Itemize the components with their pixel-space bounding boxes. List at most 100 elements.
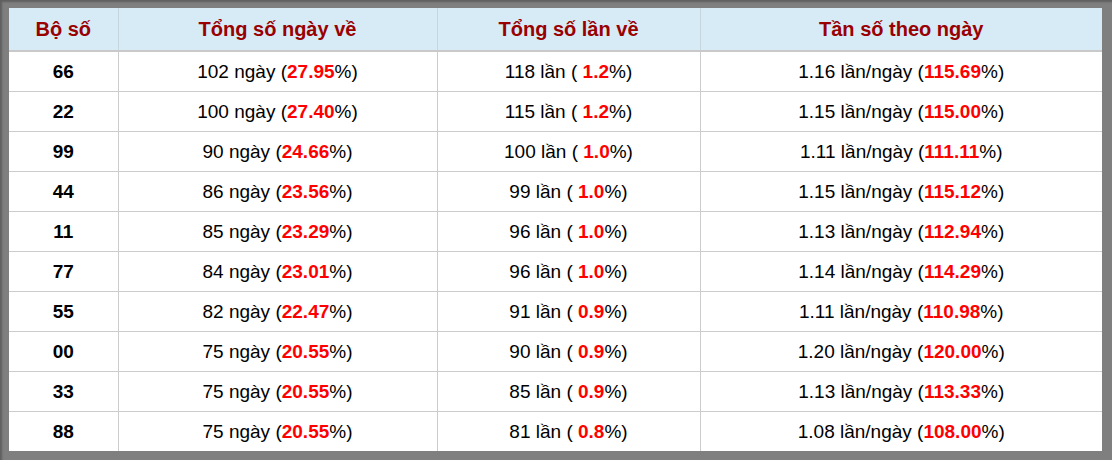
pair-number: 33 bbox=[53, 381, 74, 402]
days-percent: 27.40 bbox=[287, 101, 335, 122]
days-text: 75 ngày ( bbox=[202, 381, 281, 402]
freq-suffix: %) bbox=[982, 421, 1005, 442]
times-percent: 1.0 bbox=[578, 181, 604, 202]
lottery-stats-table: Bộ số Tổng số ngày về Tổng số lần về Tần… bbox=[9, 8, 1102, 451]
freq-suffix: %) bbox=[982, 341, 1005, 362]
pair-number: 00 bbox=[53, 341, 74, 362]
times-percent: 1.0 bbox=[583, 141, 609, 162]
total-times-cell: 91 lần ( 0.9%) bbox=[437, 292, 700, 332]
freq-percent: 120.00 bbox=[923, 341, 981, 362]
times-suffix: %) bbox=[604, 261, 627, 282]
col-header-frequency: Tần số theo ngày bbox=[700, 8, 1102, 51]
total-days-cell: 75 ngày (20.55%) bbox=[118, 332, 437, 372]
freq-text: 1.13 lần/ngày ( bbox=[798, 381, 924, 402]
times-text: 90 lần ( bbox=[509, 341, 578, 362]
frequency-cell: 1.15 lần/ngày (115.00%) bbox=[700, 92, 1102, 132]
freq-suffix: %) bbox=[979, 141, 1002, 162]
days-percent: 23.29 bbox=[282, 221, 330, 242]
total-days-cell: 85 ngày (23.29%) bbox=[118, 212, 437, 252]
days-text: 84 ngày ( bbox=[202, 261, 281, 282]
times-percent: 1.2 bbox=[583, 61, 609, 82]
freq-percent: 111.11 bbox=[924, 141, 979, 162]
times-text: 96 lần ( bbox=[509, 261, 578, 282]
total-days-cell: 86 ngày (23.56%) bbox=[118, 172, 437, 212]
times-suffix: %) bbox=[604, 381, 627, 402]
days-text: 75 ngày ( bbox=[202, 341, 281, 362]
freq-suffix: %) bbox=[980, 301, 1003, 322]
times-percent: 1.0 bbox=[578, 221, 604, 242]
days-text: 102 ngày ( bbox=[197, 61, 287, 82]
days-text: 75 ngày ( bbox=[202, 421, 281, 442]
days-percent: 23.56 bbox=[282, 181, 330, 202]
freq-suffix: %) bbox=[981, 221, 1004, 242]
days-text: 100 ngày ( bbox=[197, 101, 287, 122]
pair-number-cell: 00 bbox=[9, 332, 118, 372]
table-row: 00 75 ngày (20.55%) 90 lần ( 0.9%) 1.20 … bbox=[9, 332, 1102, 372]
total-times-cell: 96 lần ( 1.0%) bbox=[437, 212, 700, 252]
times-percent: 0.8 bbox=[578, 421, 604, 442]
freq-text: 1.15 lần/ngày ( bbox=[798, 181, 924, 202]
days-percent: 24.66 bbox=[282, 141, 330, 162]
freq-text: 1.14 lần/ngày ( bbox=[798, 261, 924, 282]
freq-suffix: %) bbox=[981, 61, 1004, 82]
table-body: 66 102 ngày (27.95%) 118 lần ( 1.2%) 1.1… bbox=[9, 51, 1102, 451]
total-times-cell: 118 lần ( 1.2%) bbox=[437, 51, 700, 92]
times-suffix: %) bbox=[604, 301, 627, 322]
days-suffix: %) bbox=[329, 421, 352, 442]
col-header-pair: Bộ số bbox=[9, 8, 118, 51]
times-text: 81 lần ( bbox=[509, 421, 578, 442]
frequency-cell: 1.11 lần/ngày (110.98%) bbox=[700, 292, 1102, 332]
frequency-cell: 1.16 lần/ngày (115.69%) bbox=[700, 51, 1102, 92]
total-times-cell: 99 lần ( 1.0%) bbox=[437, 172, 700, 212]
pair-number: 44 bbox=[53, 181, 74, 202]
freq-suffix: %) bbox=[981, 381, 1004, 402]
table-row: 66 102 ngày (27.95%) 118 lần ( 1.2%) 1.1… bbox=[9, 51, 1102, 92]
days-suffix: %) bbox=[329, 341, 352, 362]
times-text: 115 lần ( bbox=[505, 101, 583, 122]
freq-suffix: %) bbox=[981, 261, 1004, 282]
times-text: 99 lần ( bbox=[509, 181, 578, 202]
total-days-cell: 102 ngày (27.95%) bbox=[118, 51, 437, 92]
pair-number-cell: 33 bbox=[9, 372, 118, 412]
freq-percent: 110.98 bbox=[923, 301, 980, 322]
frequency-cell: 1.13 lần/ngày (112.94%) bbox=[700, 212, 1102, 252]
times-text: 85 lần ( bbox=[509, 381, 578, 402]
times-suffix: %) bbox=[604, 221, 627, 242]
col-header-total-times: Tổng số lần về bbox=[437, 8, 700, 51]
pair-number: 99 bbox=[53, 141, 74, 162]
days-percent: 20.55 bbox=[282, 341, 330, 362]
freq-suffix: %) bbox=[981, 101, 1004, 122]
frequency-cell: 1.15 lần/ngày (115.12%) bbox=[700, 172, 1102, 212]
days-percent: 22.47 bbox=[282, 301, 330, 322]
times-text: 118 lần ( bbox=[505, 61, 583, 82]
freq-text: 1.20 lần/ngày ( bbox=[798, 341, 924, 362]
days-text: 90 ngày ( bbox=[202, 141, 281, 162]
total-times-cell: 100 lần ( 1.0%) bbox=[437, 132, 700, 172]
total-times-cell: 90 lần ( 0.9%) bbox=[437, 332, 700, 372]
days-text: 85 ngày ( bbox=[202, 221, 281, 242]
pair-number-cell: 55 bbox=[9, 292, 118, 332]
total-days-cell: 75 ngày (20.55%) bbox=[118, 372, 437, 412]
times-percent: 0.9 bbox=[578, 301, 604, 322]
pair-number-cell: 99 bbox=[9, 132, 118, 172]
times-suffix: %) bbox=[604, 421, 627, 442]
times-suffix: %) bbox=[609, 101, 632, 122]
times-text: 96 lần ( bbox=[509, 221, 578, 242]
freq-text: 1.11 lần/ngày ( bbox=[799, 301, 923, 322]
total-days-cell: 82 ngày (22.47%) bbox=[118, 292, 437, 332]
days-suffix: %) bbox=[329, 381, 352, 402]
total-days-cell: 75 ngày (20.55%) bbox=[118, 412, 437, 452]
pair-number: 77 bbox=[53, 261, 74, 282]
pair-number-cell: 22 bbox=[9, 92, 118, 132]
total-days-cell: 90 ngày (24.66%) bbox=[118, 132, 437, 172]
times-percent: 0.9 bbox=[578, 381, 604, 402]
freq-percent: 108.00 bbox=[923, 421, 981, 442]
pair-number: 22 bbox=[53, 101, 74, 122]
table-row: 88 75 ngày (20.55%) 81 lần ( 0.8%) 1.08 … bbox=[9, 412, 1102, 452]
times-suffix: %) bbox=[604, 181, 627, 202]
days-text: 86 ngày ( bbox=[202, 181, 281, 202]
total-times-cell: 85 lần ( 0.9%) bbox=[437, 372, 700, 412]
pair-number-cell: 77 bbox=[9, 252, 118, 292]
days-suffix: %) bbox=[329, 141, 352, 162]
col-header-total-days: Tổng số ngày về bbox=[118, 8, 437, 51]
